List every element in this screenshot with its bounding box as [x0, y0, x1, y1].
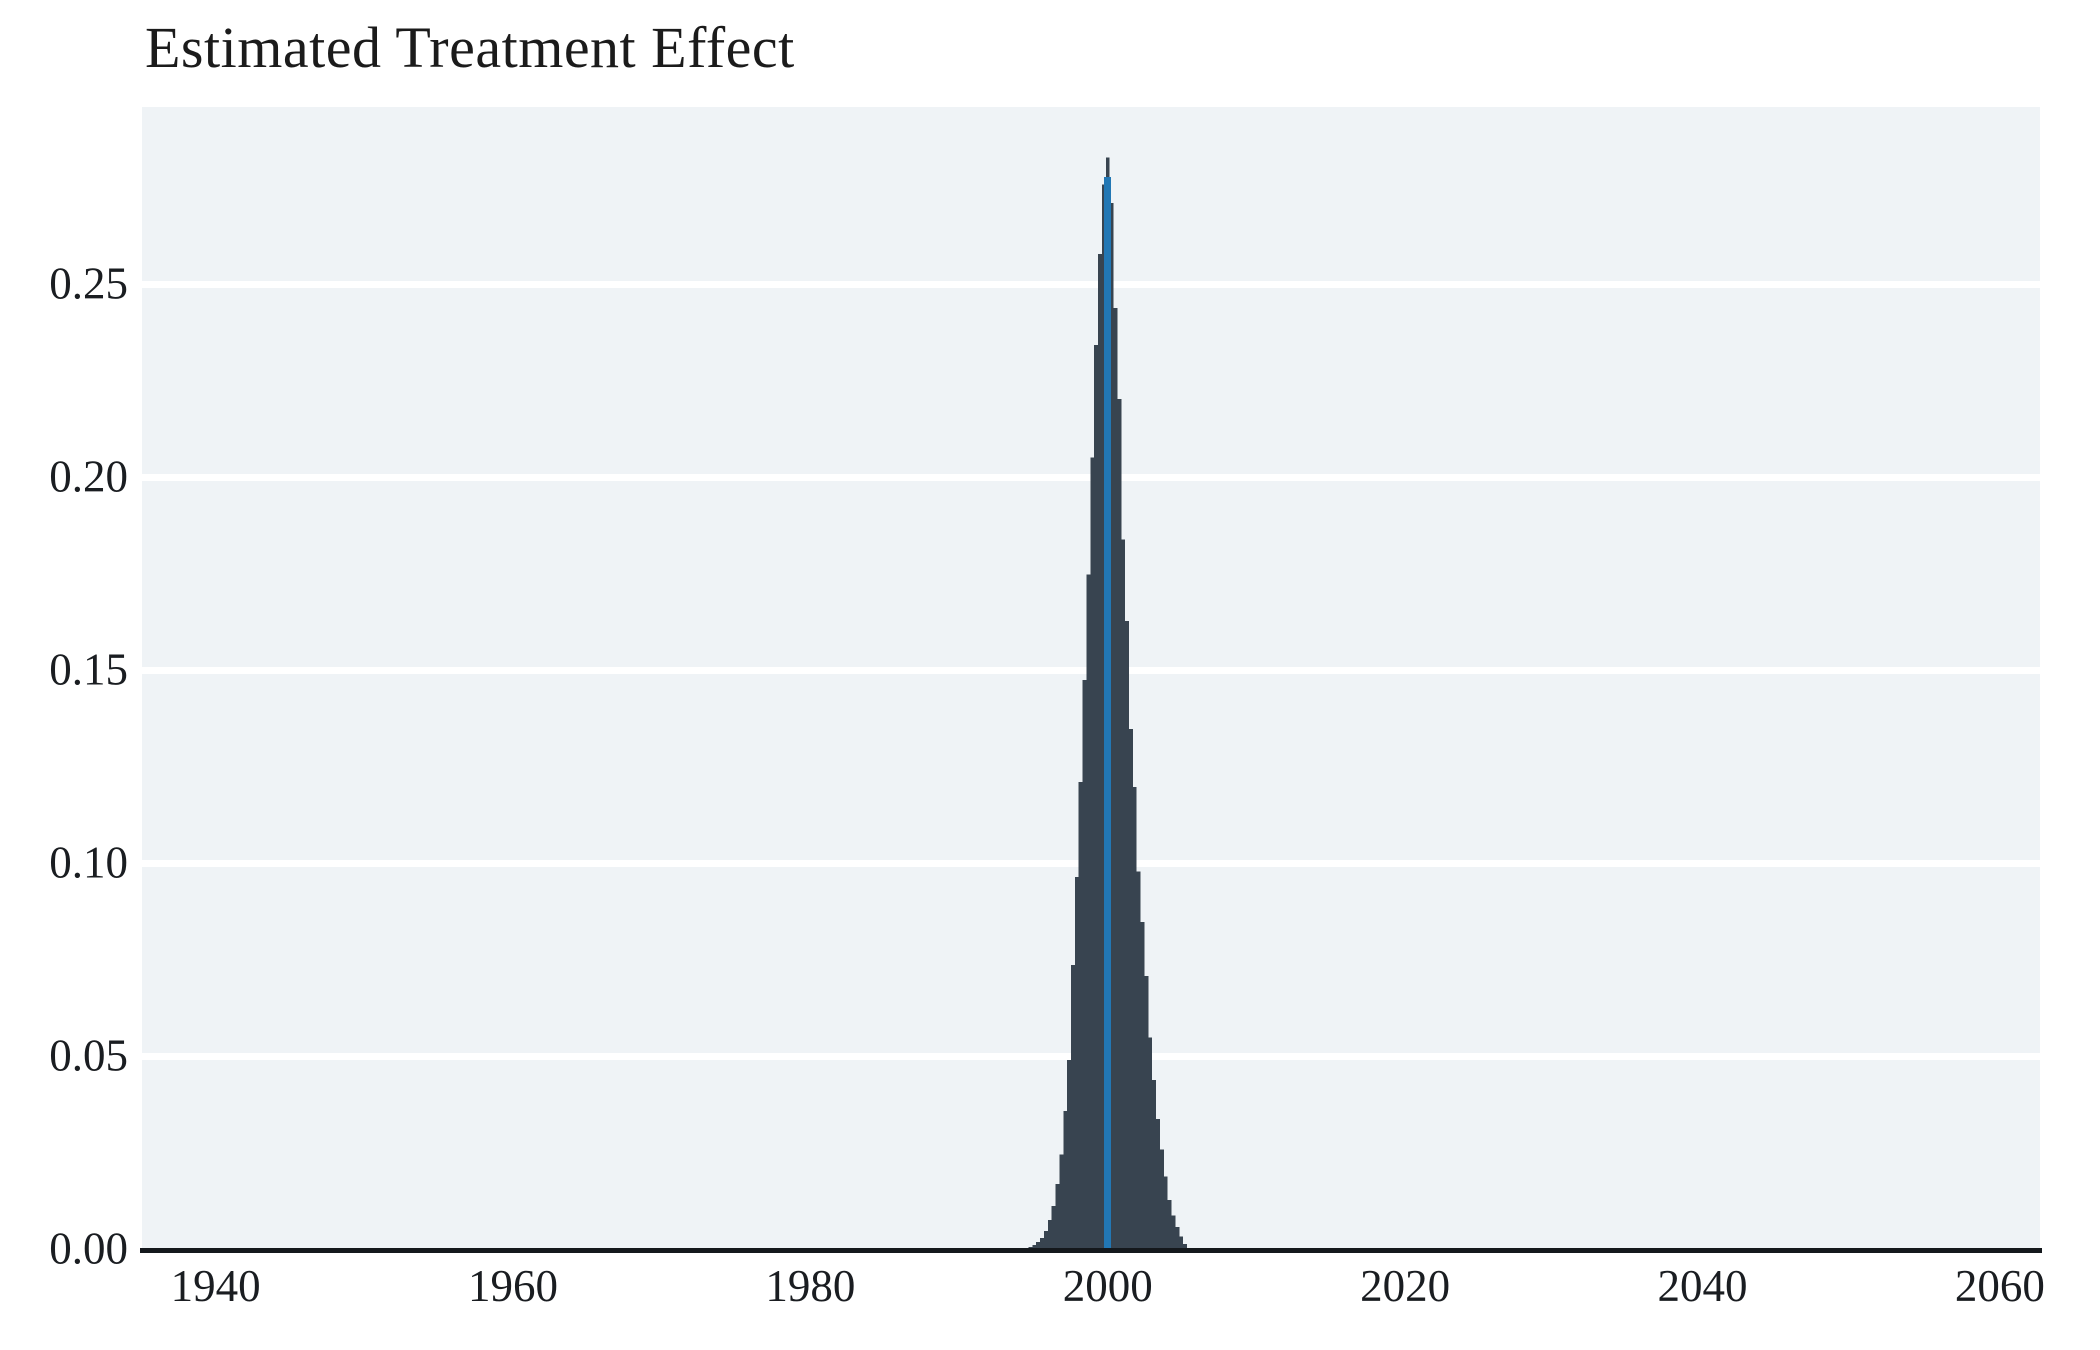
histogram-bar: [1055, 1183, 1060, 1250]
histogram-bar: [1117, 399, 1122, 1251]
histogram-bar: [1163, 1176, 1168, 1250]
estimate-line: [1104, 176, 1112, 1250]
histogram-bar: [1040, 1238, 1044, 1250]
x-tick-label: 1940: [170, 1261, 261, 1311]
gridline: [142, 281, 2040, 289]
histogram-bar: [1136, 871, 1141, 1250]
histogram-bar: [1098, 254, 1102, 1250]
histogram-bar: [1121, 539, 1126, 1250]
histogram-bar: [1086, 574, 1091, 1250]
x-tick-label: 2040: [1657, 1261, 1748, 1311]
histogram-bar: [1156, 1118, 1160, 1250]
plot-area: [140, 107, 2042, 1253]
histogram-bar: [1125, 620, 1129, 1250]
histogram-bar: [1071, 965, 1075, 1250]
histogram-bar: [1179, 1236, 1184, 1250]
histogram-bar: [1067, 1060, 1072, 1250]
histogram-bar: [1078, 782, 1083, 1250]
histogram-bar: [1082, 680, 1087, 1250]
y-tick-label: 0.25: [49, 258, 128, 309]
x-tick-label: 1960: [467, 1261, 558, 1311]
histogram-bar: [1167, 1199, 1172, 1250]
histogram-bar: [1090, 457, 1095, 1250]
y-tick-label: 0.20: [49, 451, 128, 502]
histogram-bar: [1094, 344, 1099, 1250]
histogram-bar: [1059, 1154, 1064, 1250]
y-tick-label: 0.00: [49, 1223, 128, 1274]
histogram-bar: [1140, 921, 1145, 1250]
histogram-bar: [1109, 203, 1114, 1250]
y-tick-label: 0.10: [49, 837, 128, 888]
histogram-bar: [1101, 184, 1106, 1251]
histogram-bar: [1171, 1215, 1176, 1250]
x-tick-label: 1980: [765, 1261, 856, 1311]
x-tick-label: 2060: [1954, 1261, 2045, 1311]
histogram-bar: [1036, 1241, 1041, 1250]
histogram-bar: [1175, 1226, 1180, 1250]
histogram-bar: [1074, 877, 1079, 1250]
histogram-bar: [1047, 1219, 1052, 1250]
x-tick-label: 2000: [1062, 1261, 1153, 1311]
histogram-bar: [1043, 1231, 1048, 1250]
histogram-bar: [1183, 1244, 1187, 1250]
histogram-bar: [1144, 975, 1149, 1250]
histogram-bar: [1148, 1037, 1153, 1250]
histogram-bar: [1051, 1205, 1056, 1250]
histogram-bar: [1128, 728, 1133, 1250]
histogram-bar: [1159, 1149, 1164, 1250]
y-tick-label: 0.15: [49, 644, 128, 695]
histogram-bar: [1132, 786, 1137, 1250]
histogram-bar: [1113, 308, 1118, 1250]
y-tick-label: 0.05: [49, 1030, 128, 1081]
histogram-svg: [1028, 157, 1187, 1251]
x-axis-line: [140, 1248, 2042, 1253]
histogram-bar: [1152, 1080, 1157, 1250]
x-tick-label: 2020: [1360, 1261, 1451, 1311]
histogram-bar: [1063, 1111, 1068, 1250]
chart-title: Estimated Treatment Effect: [145, 15, 795, 80]
histogram-bar: [1032, 1244, 1037, 1250]
